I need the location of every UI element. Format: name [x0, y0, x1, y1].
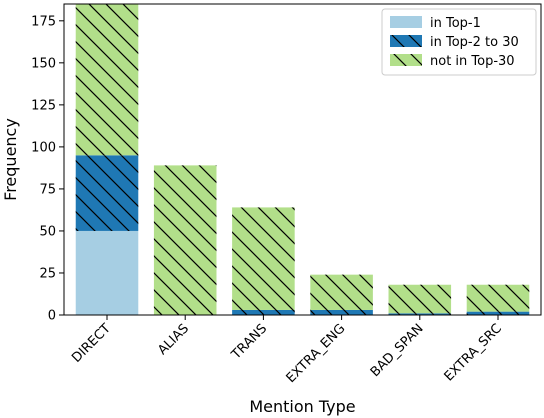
legend: in Top-1 in Top-2 to 30 not in Top-30 [381, 8, 537, 76]
y-tick-label: 25 [39, 266, 56, 281]
legend-swatch-0 [390, 16, 422, 28]
y-tick-label: 175 [31, 14, 56, 29]
x-axis-title: Mention Type [249, 397, 355, 416]
bar-hatch-alias-series-2 [153, 165, 217, 315]
y-tick-label: 150 [31, 56, 56, 71]
y-tick-label: 125 [31, 98, 56, 113]
bar-hatch-trans-series-2 [232, 207, 295, 310]
legend-swatch-hatch-2 [390, 54, 422, 66]
x-tick-label: BAD_SPAN [368, 321, 427, 380]
x-tick-label: ALIAS [155, 321, 192, 358]
x-tick-label: EXTRA_SRC [442, 321, 505, 384]
bar-hatch-trans-series-1 [232, 309, 295, 315]
y-tick-label: 50 [39, 224, 56, 239]
x-tick-label: TRANS [228, 321, 270, 363]
bars-group [75, 4, 530, 315]
bar-hatch-bad-span-series-2 [388, 284, 452, 314]
bar-hatch-bad-span-series-1 [388, 313, 452, 315]
y-tick-label: 75 [39, 182, 56, 197]
legend-entry-2: not in Top-30 [430, 54, 515, 69]
bar-hatch-extra-src-series-1 [466, 311, 530, 315]
legend-swatch-hatch-1 [390, 35, 422, 47]
x-tick-label: EXTRA_ENG [284, 321, 349, 386]
bar-hatch-extra-eng-series-2 [310, 274, 373, 310]
y-tick-label: 0 [48, 309, 56, 324]
bar-direct-series-0 [75, 230, 139, 315]
bar-hatch-extra-eng-series-1 [310, 309, 373, 315]
legend-entry-1: in Top-2 to 30 [430, 35, 519, 50]
y-axis-title: Frequency [1, 118, 20, 201]
y-tick-label: 100 [31, 140, 56, 155]
bar-hatch-direct-series-2 [75, 4, 139, 156]
legend-entry-0: in Top-1 [430, 16, 481, 31]
x-tick-label: DIRECT [69, 321, 114, 366]
bar-hatch-direct-series-1 [75, 155, 139, 231]
plot-frame [63, 3, 542, 316]
bar-hatch-extra-src-series-2 [466, 284, 530, 312]
